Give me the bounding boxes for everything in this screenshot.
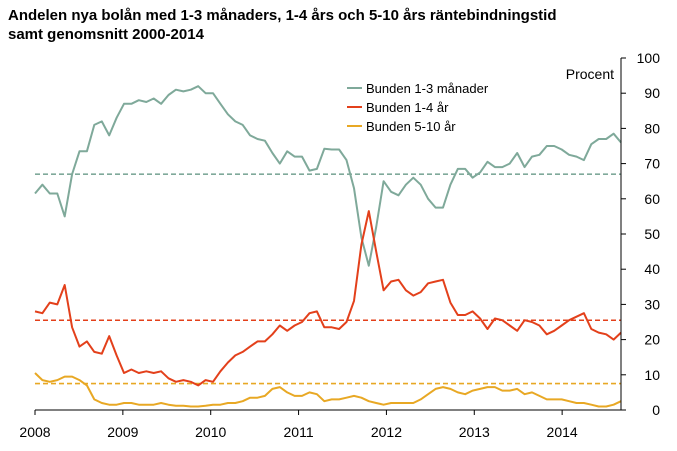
x-tick-label: 2013 xyxy=(459,424,490,440)
x-tick-label: 2008 xyxy=(19,424,50,440)
x-tick-label: 2011 xyxy=(284,424,314,440)
y-tick-label: 20 xyxy=(644,332,660,348)
series-line-3 xyxy=(34,372,622,408)
y-tick-label: 80 xyxy=(644,120,660,136)
y-tick-label: 100 xyxy=(637,50,661,66)
chart-title-line-1: Andelen nya bolån med 1-3 månaders, 1-4 … xyxy=(8,7,557,24)
x-tick-label: 2009 xyxy=(107,424,138,440)
y-tick-label: 70 xyxy=(644,156,660,172)
chart-title: Andelen nya bolån med 1-3 månaders, 1-4 … xyxy=(8,6,648,44)
y-axis: 0 10 20 30 40 50 60 70 80 90 100 xyxy=(620,50,661,418)
average-lines xyxy=(35,173,621,385)
series-line-2 xyxy=(34,210,622,387)
y-tick-label: 30 xyxy=(644,296,660,312)
y-tick-label: 90 xyxy=(644,85,660,101)
x-axis: 2008 2009 2010 2011 2012 2013 2014 xyxy=(19,409,621,440)
y-tick-label: 10 xyxy=(644,367,660,383)
legend: Bunden 1-3 månader Bunden 1-4 år Bunden 5-… xyxy=(347,81,489,134)
chart-title-line-2: samt genomsnitt 2000-2014 xyxy=(8,26,204,43)
x-tick-label: 2012 xyxy=(371,424,402,440)
y-tick-label: 40 xyxy=(644,261,660,277)
x-tick-label: 2014 xyxy=(547,424,578,440)
legend-label-2: Bunden 1-4 år xyxy=(366,100,449,115)
y-tick-label: 60 xyxy=(644,191,660,207)
y-tick-label: 50 xyxy=(644,226,660,242)
legend-label-3: Bunden 5-10 år xyxy=(366,119,456,134)
series-lines xyxy=(34,85,622,408)
y-tick-label: 0 xyxy=(652,402,660,418)
x-tick-label: 2010 xyxy=(195,424,226,440)
y-axis-label: Procent xyxy=(566,66,614,82)
legend-label-1: Bunden 1-3 månader xyxy=(366,81,489,96)
series-line-1 xyxy=(34,85,622,267)
